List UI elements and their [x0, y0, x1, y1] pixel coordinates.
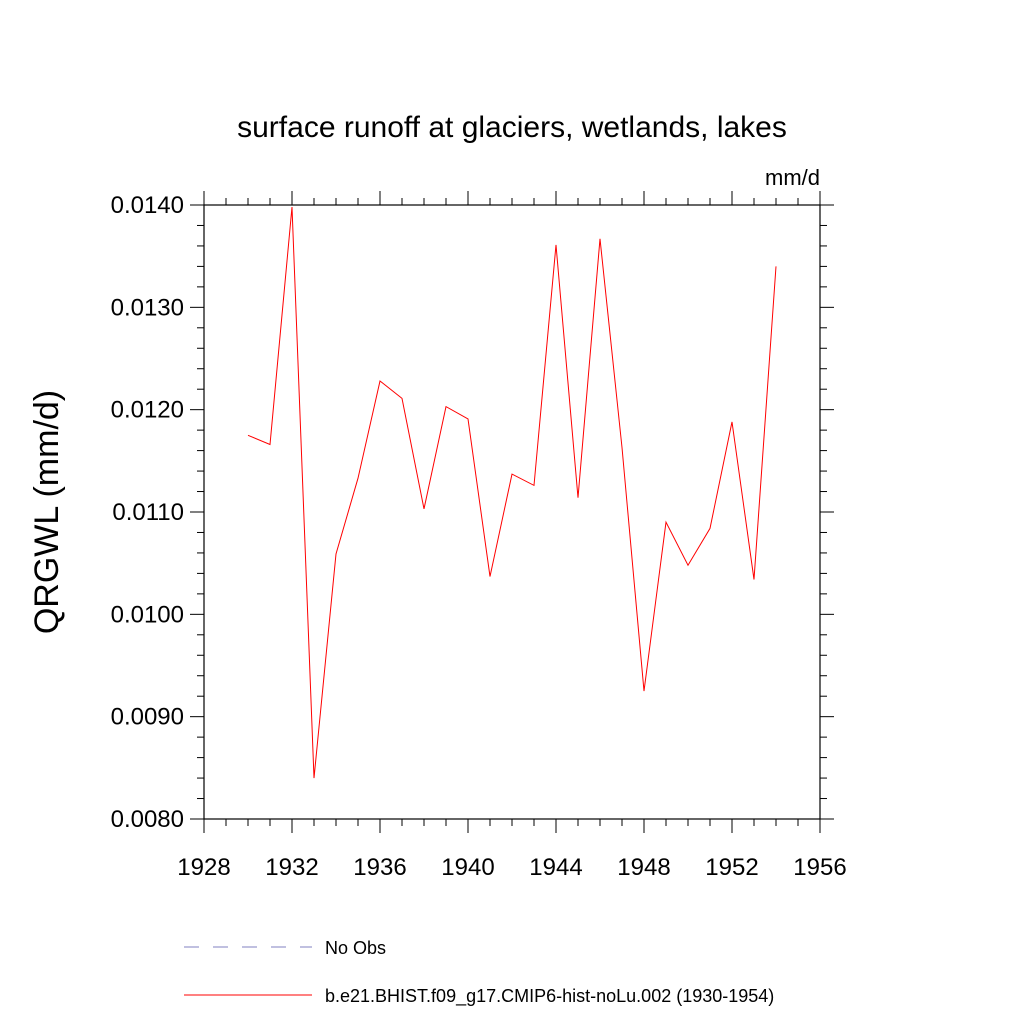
y-tick-label: 0.0080: [111, 806, 184, 833]
x-tick-label: 1948: [617, 854, 670, 881]
y-tick-label: 0.0100: [111, 601, 184, 628]
y-tick-label: 0.0130: [111, 294, 184, 321]
x-tick-label: 1928: [177, 854, 230, 881]
x-tick-label: 1936: [353, 854, 406, 881]
y-tick-label: 0.0110: [112, 499, 184, 526]
series-line: [247, 206, 777, 779]
legend: No Obs b.e21.BHIST.f09_g17.CMIP6-hist-noL…: [184, 938, 774, 1007]
units-label: mm/d: [765, 165, 820, 190]
y-axis-label: QRGWL (mm/d): [28, 390, 66, 634]
x-tick-label: 1952: [705, 854, 758, 881]
x-tick-label: 1932: [265, 854, 318, 881]
chart-title: surface runoff at glaciers, wetlands, la…: [237, 111, 787, 144]
y-tick-label: 0.0090: [111, 704, 184, 731]
x-tick-label: 1956: [793, 854, 846, 881]
legend-label: b.e21.BHIST.f09_g17.CMIP6-hist-noLu.002 …: [325, 986, 774, 1007]
plot-axes: [203, 204, 821, 820]
plot-frame: [203, 204, 821, 820]
x-tick-label: 1940: [441, 854, 494, 881]
y-tick-label: 0.0140: [111, 192, 184, 219]
legend-label: No Obs: [325, 938, 386, 958]
x-tick-label: 1944: [529, 854, 582, 881]
axis-ticks: 0.0080 0.0090 0.0100 0.0110 0.0120 0.0130 0.01…: [111, 191, 847, 881]
series-layer: [247, 206, 777, 779]
y-tick-label: 0.0120: [111, 397, 184, 424]
